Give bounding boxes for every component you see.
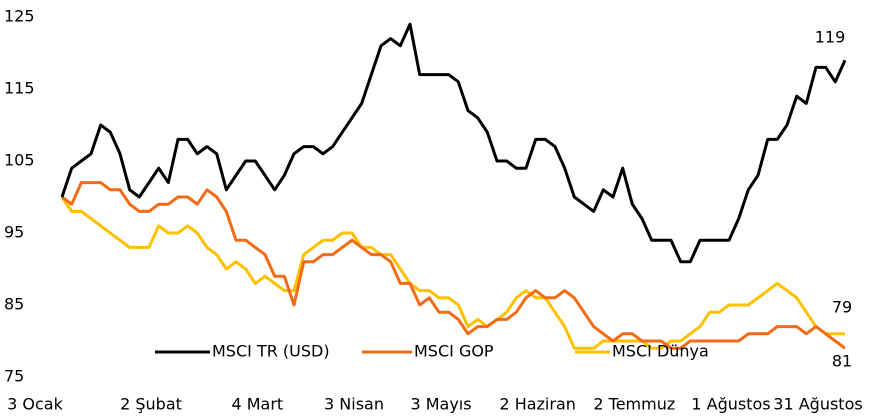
- legend-label: MSCI Dünya: [612, 342, 709, 361]
- x-tick-label: 31 Ağustos: [773, 395, 862, 414]
- series-line: [60, 196, 845, 350]
- series-line: [61, 181, 846, 350]
- data-label: 79: [832, 298, 852, 317]
- y-tick-label: 95: [4, 223, 24, 242]
- x-tick-label: 1 Ağustos: [691, 395, 770, 414]
- data-label: 119: [815, 28, 846, 47]
- x-tick-label: 2 Şubat: [120, 395, 182, 414]
- y-tick-label: 85: [4, 295, 24, 314]
- legend-label: MSCI GOP: [414, 342, 494, 361]
- y-tick-label: 75: [4, 367, 24, 386]
- x-tick-label: 3 Ocak: [7, 395, 63, 414]
- y-tick-label: 105: [4, 151, 35, 170]
- legend-label: MSCI TR (USD): [212, 342, 330, 361]
- y-tick-label: 115: [4, 79, 35, 98]
- y-tick-label: 125: [4, 7, 35, 26]
- x-tick-label: 3 Mayıs: [410, 395, 471, 414]
- x-tick-label: 4 Mart: [231, 395, 283, 414]
- x-tick-label: 3 Nisan: [324, 395, 384, 414]
- data-label: 81: [832, 352, 852, 371]
- x-tick-label: 2 Temmuz: [593, 395, 675, 414]
- series-line: [60, 22, 847, 264]
- x-tick-label: 2 Haziran: [499, 395, 575, 414]
